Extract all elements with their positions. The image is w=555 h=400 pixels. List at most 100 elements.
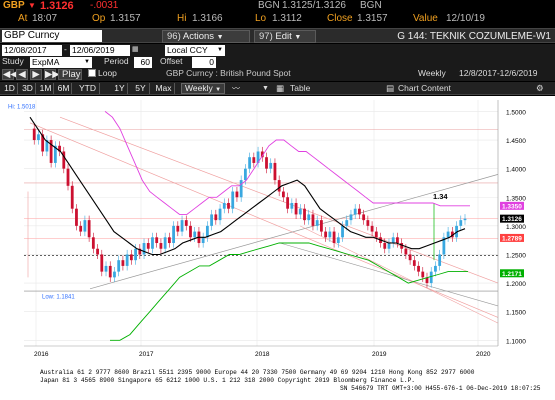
candle-body bbox=[281, 191, 285, 198]
edit-button[interactable]: 97) Edit ▼ bbox=[254, 30, 316, 43]
candle-body bbox=[459, 220, 463, 226]
candle-body bbox=[235, 191, 239, 198]
page-title: G 144: TEKNIK COZUMLEME-W1 bbox=[397, 31, 551, 42]
chart-area[interactable]: 1.5000 1.4500 1.4000 1.3500 1.3000 1.2500 1.20… bbox=[0, 96, 555, 400]
settings-icon[interactable]: ⚙ bbox=[536, 83, 544, 93]
currency-value: Local CCY bbox=[167, 45, 208, 55]
chevron-down-icon: ▼ bbox=[217, 47, 223, 53]
loop-checkbox[interactable] bbox=[88, 69, 96, 77]
y-tick-label: 1.2000 bbox=[506, 281, 526, 288]
x-tick-label: 2017 bbox=[139, 351, 154, 358]
tab-1y[interactable]: 1Y bbox=[112, 83, 128, 94]
candle-body bbox=[214, 214, 218, 221]
period-input[interactable]: 60 bbox=[134, 57, 152, 68]
candle-body bbox=[155, 237, 159, 244]
date-range-label: 12/8/2017-12/6/2019 bbox=[459, 68, 538, 78]
candle-body bbox=[290, 202, 294, 209]
period-tabs-row: 1D 3D 1M 6M YTD 1Y 5Y Max Weekly ▼ 〰 ▼ ▦… bbox=[0, 82, 555, 95]
ticker: GBP bbox=[3, 0, 25, 11]
candle-body bbox=[303, 208, 306, 221]
candle-body bbox=[104, 265, 108, 272]
candle-body bbox=[201, 237, 205, 244]
trend-line bbox=[279, 242, 499, 307]
line-chart-icon[interactable]: 〰 bbox=[232, 84, 240, 93]
candle-body bbox=[180, 220, 184, 232]
candle-body bbox=[370, 225, 374, 232]
tab-ytd[interactable]: YTD bbox=[76, 83, 100, 94]
tab-max[interactable]: Max bbox=[153, 83, 175, 94]
step-back-icon[interactable]: ◀ bbox=[16, 69, 28, 80]
currency-select[interactable]: Local CCY ▼ bbox=[165, 45, 225, 56]
candle-body bbox=[269, 162, 273, 169]
study-value: ExpMA bbox=[32, 57, 60, 67]
play-row: ◀◀ ◀ ▶ ▶▶ Play Loop GBP Curncy : British… bbox=[0, 68, 555, 81]
actions-button[interactable]: 96) Actions ▼ bbox=[162, 30, 250, 43]
chart-grid bbox=[24, 100, 498, 346]
study-label: Study bbox=[2, 56, 24, 66]
tab-6m[interactable]: 6M bbox=[56, 83, 72, 94]
candle-body bbox=[117, 260, 121, 272]
candle-body bbox=[205, 225, 209, 238]
candle-body bbox=[66, 168, 70, 186]
y-tick-label: 1.4500 bbox=[506, 138, 526, 145]
annotations: Hi: 1.5018 Low: 1.1841 1.34 bbox=[8, 105, 448, 301]
last-price: 1.3126 bbox=[40, 0, 74, 12]
value-tag-label: 1.3350 bbox=[502, 203, 522, 210]
candle-body bbox=[41, 134, 45, 152]
study-select[interactable]: ExpMA ▼ bbox=[30, 57, 92, 68]
low-annotation: Low: 1.1841 bbox=[42, 295, 75, 301]
end-date-input[interactable]: 12/06/2019 bbox=[70, 45, 130, 56]
rewind-icon[interactable]: ◀◀ bbox=[2, 69, 18, 80]
series-line bbox=[29, 116, 466, 256]
step-forward-icon[interactable]: ▶ bbox=[30, 69, 42, 80]
candle-body bbox=[450, 231, 454, 238]
candle-body bbox=[159, 243, 163, 249]
candle-body bbox=[138, 248, 142, 255]
bid-ask: 1.3125/1.3126 bbox=[282, 0, 346, 11]
candle-body bbox=[328, 231, 332, 238]
candle-body bbox=[396, 237, 399, 244]
candle-body bbox=[108, 265, 112, 278]
chevron-down-icon[interactable]: ▼ bbox=[262, 85, 269, 92]
value-tag bbox=[500, 233, 524, 242]
y-tick-label: 1.3500 bbox=[506, 195, 526, 202]
tab-1m[interactable]: 1M bbox=[38, 83, 54, 94]
tab-1d[interactable]: 1D bbox=[2, 83, 18, 94]
value-tag-label: 1.2789 bbox=[502, 235, 522, 242]
tab-5y[interactable]: 5Y bbox=[132, 83, 150, 94]
candle-body bbox=[349, 214, 353, 221]
tab-3d[interactable]: 3D bbox=[20, 83, 36, 94]
date-separator: - bbox=[64, 44, 67, 54]
value-tag-label: 1.3126 bbox=[502, 216, 522, 223]
play-button[interactable]: Play bbox=[58, 69, 82, 80]
calendar-icon[interactable]: ▦ bbox=[132, 46, 139, 53]
candle-body bbox=[146, 243, 150, 249]
start-date-input[interactable]: 12/08/2017 bbox=[2, 45, 62, 56]
candle-body bbox=[87, 220, 91, 238]
price-chart[interactable]: 1.5000 1.4500 1.4000 1.3500 1.3000 1.2500 1.20… bbox=[0, 96, 555, 366]
candle-body bbox=[252, 157, 256, 163]
edit-num: 97) bbox=[259, 31, 273, 42]
candle-body bbox=[336, 237, 340, 244]
target-annotation: 1.34 bbox=[433, 192, 448, 201]
frequency-select[interactable]: Weekly ▼ bbox=[181, 83, 225, 94]
toolbar: GBP Curncy 96) Actions ▼ 97) Edit ▼ G 14… bbox=[0, 28, 555, 43]
chart-content-icon[interactable]: ▤ bbox=[386, 83, 395, 93]
offset-input[interactable]: 0 bbox=[192, 57, 216, 68]
candle-body bbox=[231, 191, 235, 209]
tab-table[interactable]: Table bbox=[290, 83, 311, 93]
candle-body bbox=[134, 248, 137, 261]
candle-body bbox=[429, 271, 433, 284]
table-icon[interactable]: ▦ bbox=[276, 83, 285, 93]
trend-lines bbox=[24, 116, 499, 324]
edit-label: Edit bbox=[275, 31, 292, 42]
candle-body bbox=[362, 214, 366, 221]
candle-body bbox=[70, 185, 74, 209]
open-label: Op bbox=[92, 13, 106, 24]
security-field[interactable]: GBP Curncy bbox=[2, 30, 102, 42]
candle-body bbox=[265, 157, 268, 169]
candle-body bbox=[315, 220, 319, 226]
candle-body bbox=[438, 254, 442, 266]
chart-content-button[interactable]: Chart Content bbox=[398, 83, 451, 93]
fast-forward-icon[interactable]: ▶▶ bbox=[44, 69, 60, 80]
